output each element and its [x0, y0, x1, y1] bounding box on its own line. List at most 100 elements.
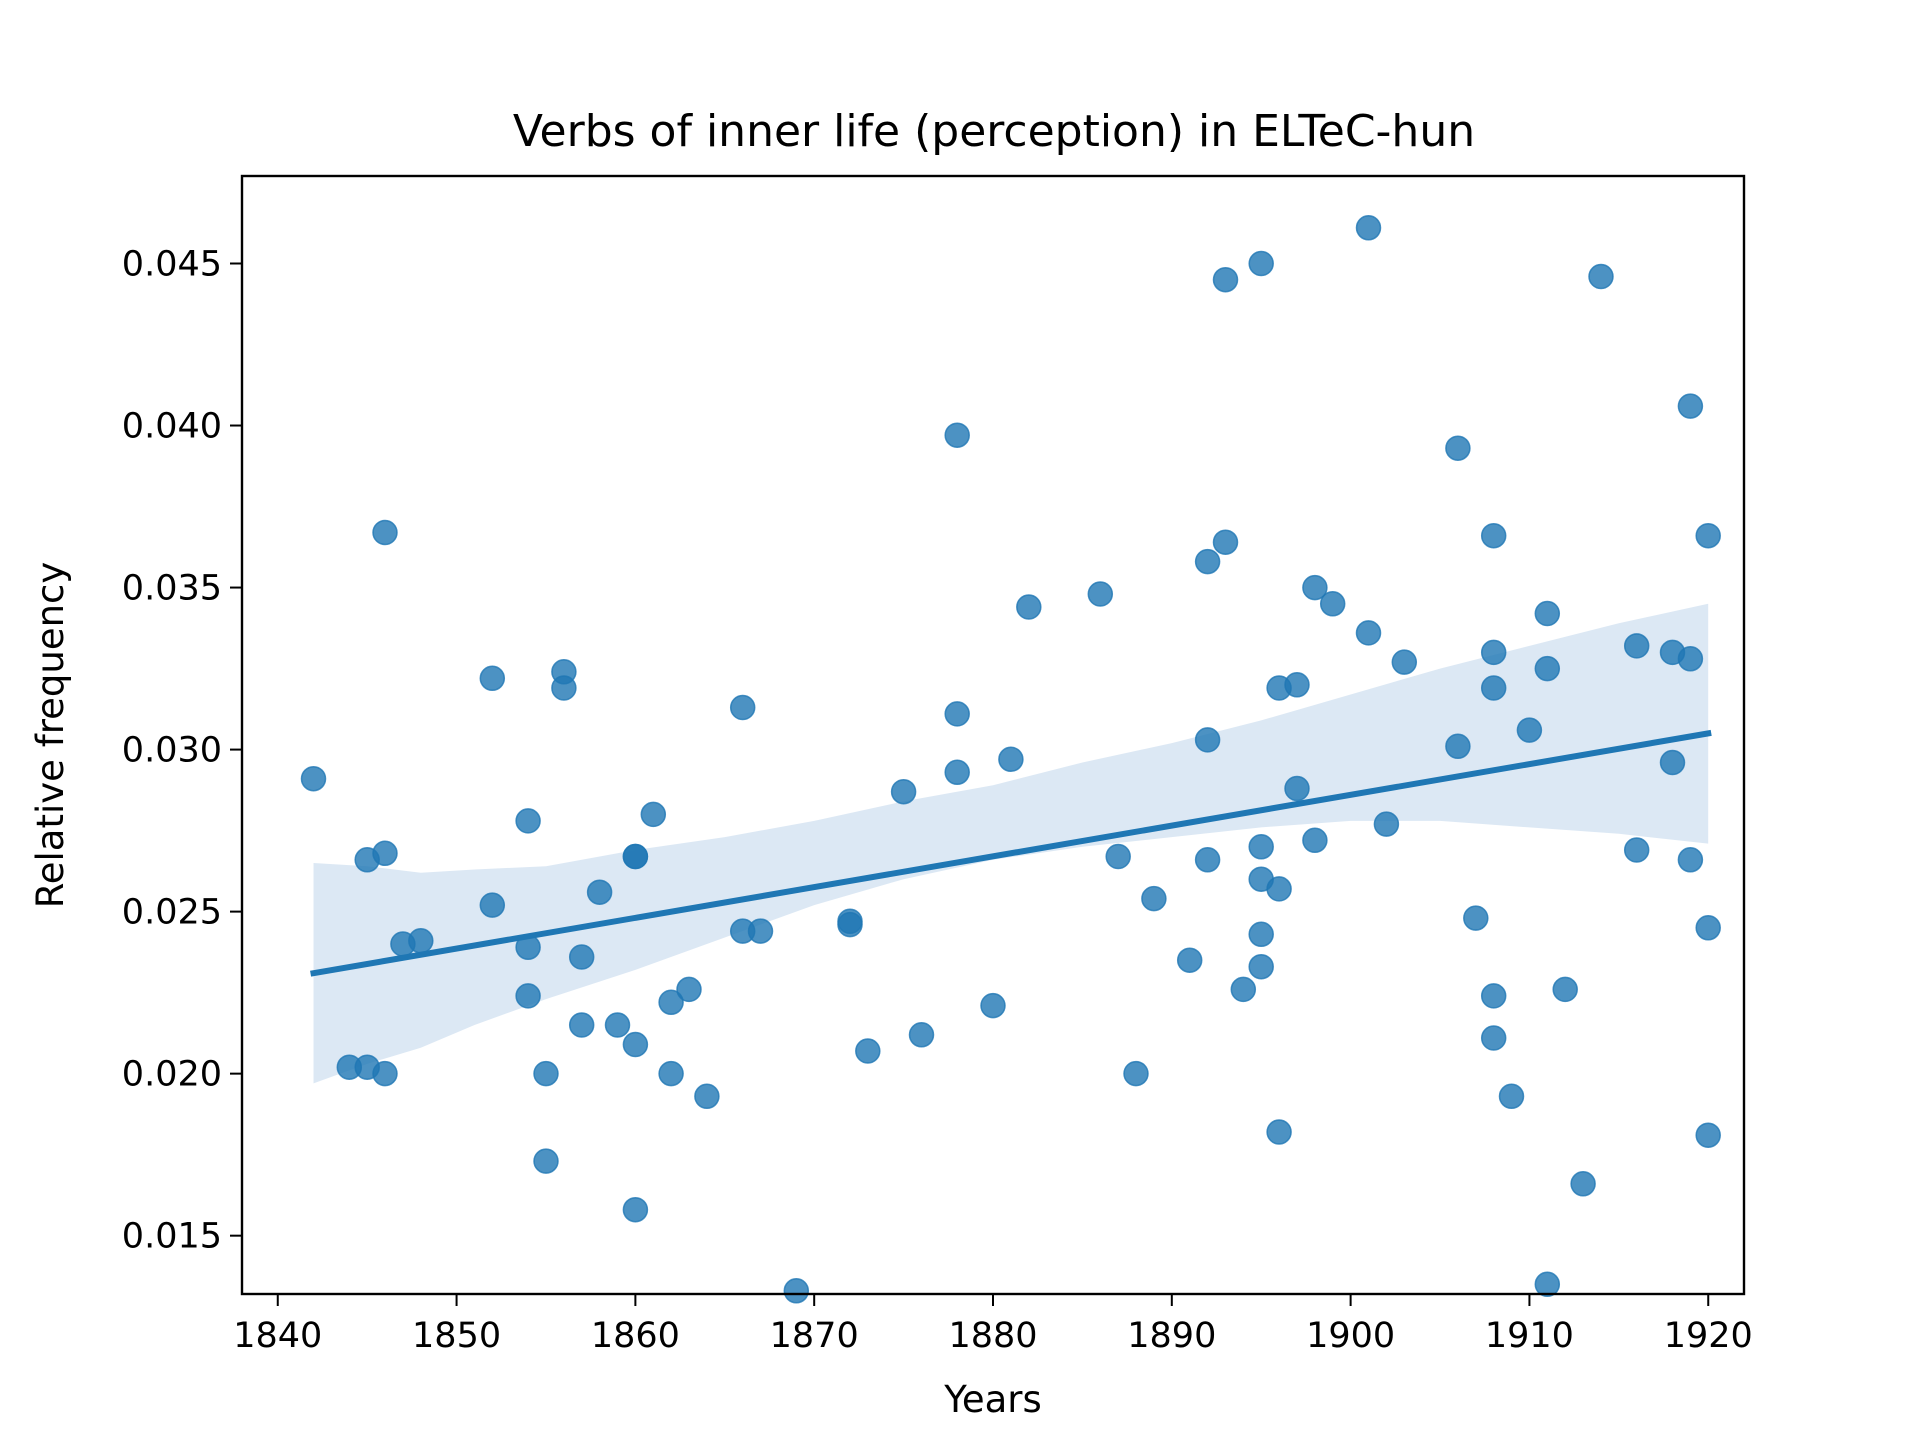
data-point: [658, 989, 684, 1016]
chart-title: Verbs of inner life (perception) in ELTe…: [513, 106, 1475, 157]
data-point: [533, 1148, 559, 1174]
data-point: [1230, 976, 1257, 1003]
data-point: [372, 519, 398, 546]
y-tick-label: 0.020: [122, 1055, 222, 1095]
data-point: [1480, 1025, 1507, 1051]
data-point: [747, 918, 774, 944]
data-point: [622, 843, 649, 870]
data-point: [1534, 1271, 1561, 1298]
x-tick-label: 1860: [591, 1316, 680, 1356]
data-point: [1623, 633, 1650, 659]
data-point: [551, 675, 577, 701]
regression-line: [310, 729, 1712, 977]
data-point: [890, 778, 917, 805]
data-point: [568, 1012, 595, 1038]
data-point: [1266, 1119, 1292, 1145]
data-point: [1355, 215, 1382, 241]
y-tick-label: 0.030: [122, 731, 222, 771]
data-point: [300, 765, 327, 792]
data-point: [1319, 591, 1346, 617]
y-tick-label: 0.045: [122, 244, 222, 284]
data-point: [1016, 594, 1042, 620]
x-tick-label: 1870: [770, 1316, 859, 1356]
data-point: [1552, 976, 1578, 1003]
data-point: [676, 976, 702, 1003]
data-point: [855, 1038, 881, 1064]
data-point: [694, 1083, 720, 1110]
x-tick-label: 1920: [1664, 1316, 1753, 1356]
data-point: [372, 840, 398, 867]
data-point: [586, 879, 613, 905]
data-point: [944, 701, 970, 727]
x-tick-label: 1880: [948, 1316, 1037, 1356]
data-point: [658, 1060, 684, 1087]
confidence-band-layer: [313, 603, 1709, 1084]
data-point: [1480, 522, 1507, 549]
x-tick-label: 1900: [1306, 1316, 1395, 1356]
data-point: [640, 801, 667, 828]
data-point: [1516, 717, 1543, 743]
data-point: [1445, 435, 1471, 461]
data-point: [515, 808, 541, 834]
data-point: [568, 944, 595, 970]
data-point: [1141, 885, 1167, 912]
data-point: [1373, 811, 1400, 837]
x-axis-ticks: 1840 1850 1860 1870 1880 1890 1900 1910 1920: [233, 1294, 1753, 1356]
data-point: [1391, 649, 1418, 675]
data-point: [1176, 947, 1203, 973]
data-point: [1087, 581, 1114, 607]
data-point: [1570, 1171, 1596, 1197]
data-point: [1212, 266, 1239, 293]
y-axis-title: Relative frequency: [29, 562, 72, 909]
data-point: [908, 1022, 935, 1048]
data-point: [1212, 529, 1239, 555]
data-point: [998, 746, 1024, 773]
data-point: [1194, 548, 1221, 575]
regression-line-layer: [310, 729, 1712, 977]
x-axis-title: Years: [943, 1378, 1042, 1421]
data-point: [604, 1012, 631, 1038]
data-point: [533, 1060, 559, 1087]
data-point: [1123, 1060, 1149, 1087]
data-point: [1194, 847, 1221, 873]
x-tick-label: 1890: [1127, 1316, 1216, 1356]
data-point: [1463, 905, 1489, 931]
data-point: [1284, 672, 1310, 698]
data-point: [372, 1060, 398, 1087]
data-point: [1588, 263, 1614, 290]
scatter-points-layer: [300, 215, 1721, 1304]
data-point: [1534, 600, 1561, 627]
data-point: [1695, 1122, 1721, 1148]
data-point: [1355, 620, 1382, 646]
data-point: [1695, 522, 1721, 549]
data-point: [1284, 775, 1310, 802]
data-point: [622, 1031, 649, 1058]
data-point: [1498, 1083, 1525, 1110]
data-point: [622, 1196, 649, 1223]
data-point: [1480, 983, 1507, 1009]
x-tick-label: 1910: [1485, 1316, 1574, 1356]
data-point: [944, 759, 970, 786]
data-point: [515, 983, 541, 1009]
data-point: [980, 992, 1006, 1019]
data-point: [1105, 843, 1131, 870]
data-point: [837, 911, 863, 938]
data-point: [1480, 639, 1507, 666]
data-point: [1266, 876, 1292, 902]
data-point: [1445, 733, 1471, 760]
data-point: [1248, 250, 1274, 277]
data-point: [408, 928, 434, 954]
data-point: [479, 665, 506, 692]
data-point: [1677, 847, 1704, 873]
data-point: [1480, 675, 1507, 701]
data-point: [1659, 749, 1686, 776]
y-axis-ticks: 0.015 0.020 0.025 0.030 0.035 0.040 0.045: [122, 244, 242, 1257]
data-point: [1534, 655, 1561, 682]
data-point: [1302, 574, 1328, 601]
data-point: [1677, 393, 1704, 419]
y-tick-label: 0.035: [122, 569, 222, 609]
x-tick-label: 1840: [233, 1316, 322, 1356]
data-point: [1623, 837, 1650, 863]
data-point: [1677, 646, 1704, 672]
data-point: [944, 422, 970, 448]
